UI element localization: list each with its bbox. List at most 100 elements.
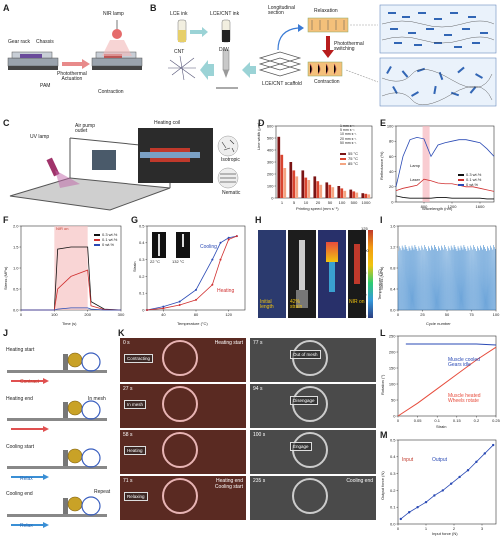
i-x-tick-label: 25 [420,312,425,317]
j-relax-2: Relax [20,523,33,529]
k-wheel [162,340,198,376]
g-y-tick-label: 0.5 [139,223,145,228]
e-y-tick-label: 60 [389,154,394,159]
d-speed-legend-entry: 20 mm s⁻¹ [340,136,357,141]
d-x-tick-label: 1000 [362,200,372,205]
e-y-tick-label: 20 [389,184,394,189]
label-lce-ink: LCE ink [170,11,188,17]
d-bar [283,168,287,198]
label-nir-lamp: NIR lamp [103,11,124,17]
m-output: Output [432,457,448,463]
d-xlabel: Printing speed (mm s⁻¹) [296,206,339,211]
panel-label-h: H [255,215,262,225]
legend-swatch [458,184,464,186]
legend-swatch [458,179,464,181]
j-cooling-end: Cooling end [6,491,33,497]
chart-e: 800 1200 1600 0 20 40 60 80 100 [387,123,495,209]
d-x-tick-label: 50 [328,200,333,205]
j-cooling-start: Cooling start [6,444,35,450]
m-frame [397,439,497,525]
g-y-tick-label: 0.4 [139,240,145,245]
g-series-line [146,235,237,311]
g-point [162,307,165,310]
e-highlight [422,126,430,202]
d-bar [280,154,284,198]
h-photo-nir [318,230,346,318]
l-heated: Muscle heated Wheels rotate [448,393,481,404]
f-xlabel: Time (s) [62,321,77,326]
k-tag: Cooling end [346,478,373,484]
legend-entry: 85 °C [340,161,358,166]
g-y-tick-label: 0.1 [139,291,145,296]
d-bar [337,186,341,198]
d-bar [307,180,311,198]
panel-label-d: D [258,118,265,128]
k-wheel [162,432,198,468]
j-gear-large [81,496,101,516]
k-photo: 100 s Engage [250,430,376,474]
d-x-tick-label: 100 [339,200,346,205]
i-y-tick-label: 1.6 [390,223,396,228]
k-photo: 94 s Disengage [250,384,376,428]
m-x-tick-label: 2 [453,526,456,531]
m-y-tick-label: 0.3 [390,471,396,476]
d-bar [289,162,293,198]
e-frame [395,125,495,203]
label-diw: DIW [219,47,229,53]
g-y-tick-label: 0 [142,307,145,312]
panel-label-b: B [150,3,157,13]
panel-label-a: A [3,3,10,13]
d-bar [352,191,356,198]
h-initial: Initial length [260,299,274,310]
g-y-tick-label: 0.2 [139,274,145,279]
g-temp-132: 132 °C [172,259,185,264]
l-y-tick-label: 0 [393,413,396,418]
k-time: 94 s [253,386,263,392]
g-point [219,258,222,261]
d-bar [295,176,299,198]
m-x-tick-label: 0 [397,526,400,531]
g-point [211,283,214,286]
g-series-line [146,235,237,311]
label-chassis: Chassis [36,39,54,45]
d-bar [331,187,335,198]
f-y-tick-label: 1.0 [13,265,19,270]
panel-label-g: G [131,215,139,225]
g-point [211,258,214,261]
g-point [178,300,181,303]
legend-label: 0.3 wt.% [466,172,482,177]
j-contract: Contract [20,379,39,385]
legend-swatch [340,153,346,155]
d-bar [277,136,281,198]
d-speed-legend-entry: 50 mm s⁻¹ [340,140,357,145]
label-nematic: Nematic [222,190,241,196]
label-gear-rack: Gear rack [8,39,30,45]
chart-f: 0 100 200 300 0.0 0.5 1.0 1.5 2.0 [13,223,125,317]
label-lcecnt-ink: LCE/CNT ink [210,11,240,17]
k-photo: 77 s Out of mesh [250,338,376,382]
k-tag: Heating start [214,340,243,346]
f-nir-on: NIR on [56,226,69,231]
d-bar [316,181,320,198]
l-y-tick-label: 100 [389,381,396,386]
legend-label: 0 wt.% [466,182,479,187]
legend-entry: 55 °C [340,151,358,156]
e-laser: Laser [410,177,421,182]
k-photo: 0 s Heating start Contracting [120,338,246,382]
legend-swatch [340,163,346,165]
e-lamp: Lamp [410,163,421,168]
label-pam: PAM [40,83,51,89]
l-y-tick-label: 50 [391,397,396,402]
panel-label-j: J [3,328,9,338]
d-x-tick-label: 5 [293,200,296,205]
d-bar [367,194,371,198]
chart-m: 0 1 2 3 0.0 0.1 0.2 0.3 0.4 0.5 [390,437,497,531]
g-temp-22: 22 °C [150,259,161,264]
l-x-tick-label: 0.25 [492,418,500,423]
m-point [399,517,402,521]
legend-label: 0.1 wt.% [466,177,482,182]
e-x-tick-label: 1600 [476,204,486,209]
d-bar [361,193,365,198]
l-xlabel: Strain [436,424,447,429]
m-point [483,452,486,455]
